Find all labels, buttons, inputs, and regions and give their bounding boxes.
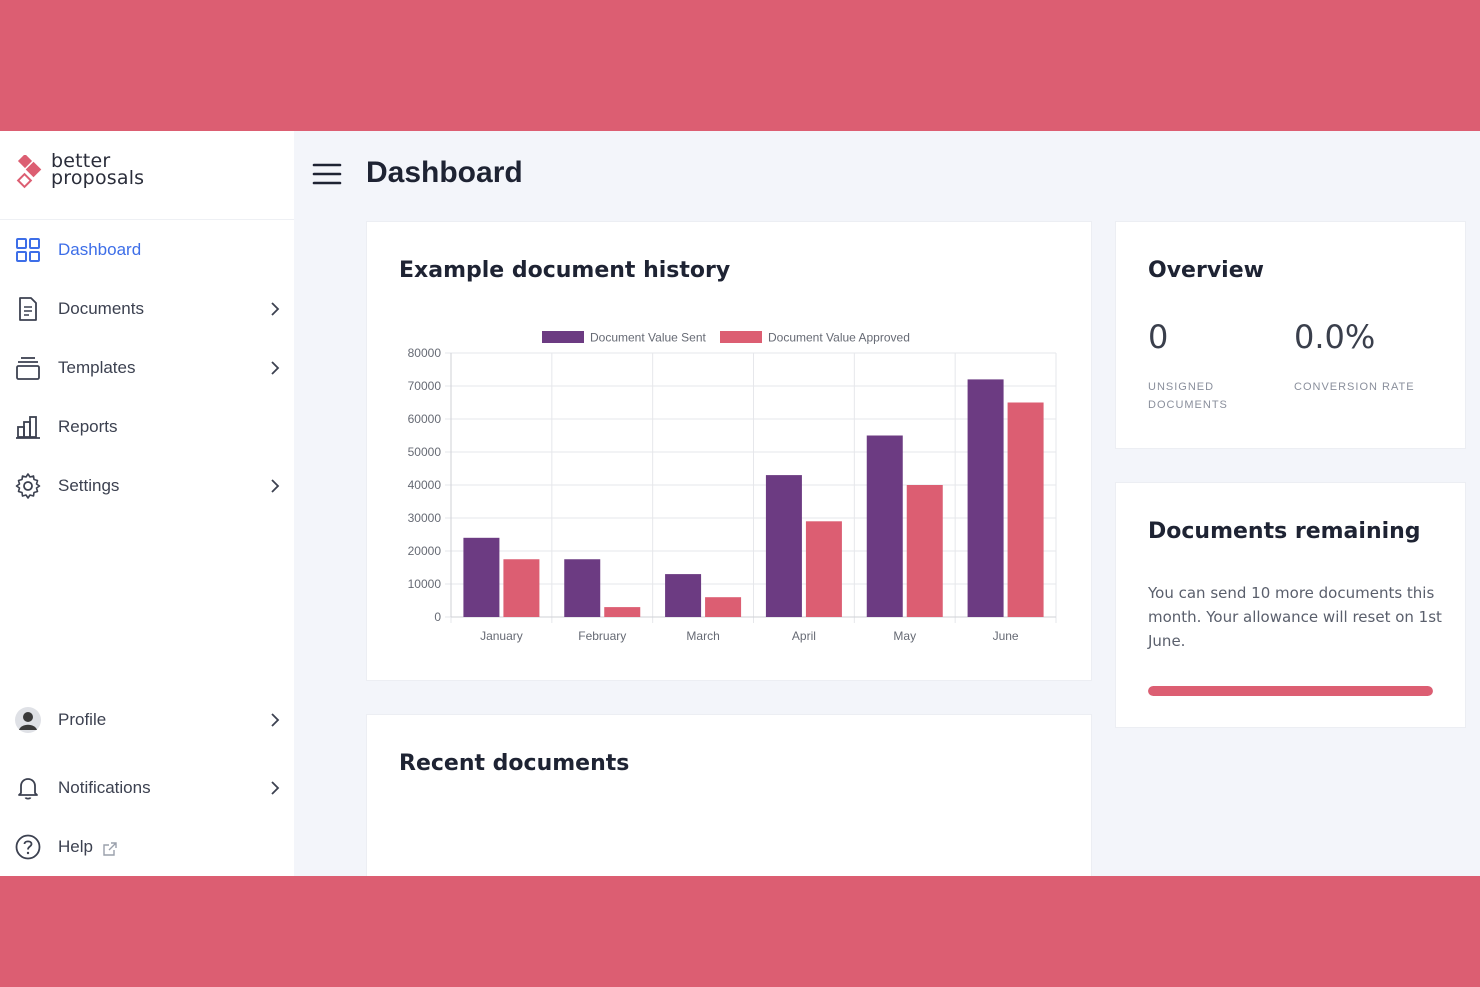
remaining-description: You can send 10 more documents this mont…: [1148, 584, 1442, 650]
sidebar-item-label: Notifications: [58, 778, 151, 797]
legend-swatch: [542, 331, 584, 343]
sidebar-divider: [0, 219, 294, 220]
documents-remaining-card: Documents remaining You can send 10 more…: [1115, 482, 1466, 728]
app-window: better proposals Dashboard Documents: [0, 131, 1480, 876]
conversion-rate-label: CONVERSION RATE: [1294, 378, 1415, 396]
legend-swatch: [720, 331, 762, 343]
chart-bar: [665, 574, 702, 617]
y-tick-label: 20000: [408, 544, 442, 558]
grid-icon: [16, 238, 40, 262]
chevron-right-icon: [271, 361, 280, 375]
logo-mark-icon: [16, 155, 42, 189]
stat-label-line: UNSIGNED: [1148, 381, 1215, 393]
chart-bar: [604, 607, 641, 617]
legend-label: Document Value Approved: [768, 331, 910, 345]
x-tick-label: May: [893, 629, 916, 643]
bell-icon: [18, 778, 38, 800]
conversion-rate-value: 0.0%: [1294, 318, 1376, 356]
legend-label: Document Value Sent: [590, 331, 707, 345]
gear-icon: [15, 473, 41, 499]
page-title: Dashboard: [366, 156, 523, 189]
card-title: Recent documents: [399, 751, 630, 776]
logo[interactable]: better proposals: [16, 150, 276, 201]
y-tick-label: 40000: [408, 478, 442, 492]
sidebar-item-profile[interactable]: Profile: [0, 698, 294, 742]
sidebar-item-dashboard[interactable]: Dashboard: [0, 228, 294, 272]
sidebar-item-documents[interactable]: Documents: [0, 287, 294, 331]
chevron-right-icon: [271, 302, 280, 316]
y-tick-label: 30000: [408, 511, 442, 525]
x-tick-label: March: [686, 629, 719, 643]
sidebar-item-label: Templates: [58, 358, 136, 377]
overview-card: Overview 0 UNSIGNED DOCUMENTS 0.0% CONVE…: [1115, 221, 1466, 449]
x-tick-label: June: [993, 629, 1019, 643]
y-tick-label: 50000: [408, 445, 442, 459]
history-chart: 0 10000 20000 30000 40000 50000 60000 70000 8000…: [408, 331, 1057, 643]
y-tick-label: 70000: [408, 379, 442, 393]
chart-bar: [564, 559, 601, 617]
logo-line-1: better: [51, 150, 111, 172]
chart-bar: [967, 379, 1004, 617]
chart-bar: [866, 435, 903, 617]
logo-line-2: proposals: [51, 167, 145, 189]
stat-label-line: DOCUMENTS: [1148, 399, 1228, 411]
y-tick-label: 10000: [408, 577, 442, 591]
history-card: Example document history 0 10000 20000 3000…: [366, 221, 1092, 681]
sidebar-item-label: Dashboard: [58, 240, 142, 259]
external-link-icon: [103, 842, 117, 856]
logo-text: better proposals: [51, 150, 145, 189]
sidebar-item-settings[interactable]: Settings: [0, 464, 294, 508]
chart-bar: [805, 521, 842, 617]
sidebar: better proposals Dashboard Documents: [0, 131, 294, 876]
card-title: Overview: [1148, 258, 1264, 283]
chart-bar: [705, 597, 742, 617]
chart-bar: [1007, 402, 1044, 617]
chart-bar: [906, 485, 943, 617]
card-title: Documents remaining: [1148, 519, 1421, 544]
templates-icon: [16, 357, 40, 380]
help-icon: [15, 834, 41, 860]
x-tick-label: April: [792, 629, 816, 643]
x-tick-label: February: [578, 629, 626, 643]
document-icon: [19, 297, 37, 321]
y-tick-label: 80000: [408, 346, 442, 360]
bar-chart-icon: [16, 416, 40, 439]
avatar-icon: [15, 707, 41, 733]
card-title: Example document history: [399, 258, 731, 283]
chevron-right-icon: [271, 781, 280, 795]
chart-bar: [765, 475, 802, 617]
chart-bar: [503, 559, 540, 617]
unsigned-documents-value: 0: [1148, 318, 1169, 356]
sidebar-item-reports[interactable]: Reports: [0, 405, 294, 449]
chart-bar: [463, 537, 500, 617]
sidebar-item-label: Documents: [58, 299, 144, 318]
sidebar-item-label: Profile: [58, 710, 107, 729]
sidebar-item-help[interactable]: Help: [0, 825, 294, 869]
chevron-right-icon: [271, 479, 280, 493]
x-tick-label: January: [480, 629, 523, 643]
allowance-progress-fill: [1148, 686, 1433, 696]
sidebar-item-label: Settings: [58, 476, 120, 495]
allowance-progress-bar: [1148, 686, 1433, 696]
sidebar-item-notifications[interactable]: Notifications: [0, 766, 294, 810]
unsigned-documents-label: UNSIGNED DOCUMENTS: [1148, 378, 1228, 414]
stat-label-line: CONVERSION RATE: [1294, 381, 1415, 393]
sidebar-item-label: Reports: [58, 417, 118, 436]
sidebar-item-templates[interactable]: Templates: [0, 346, 294, 390]
y-tick-label: 60000: [408, 412, 442, 426]
sidebar-item-label: Help: [58, 837, 93, 856]
y-tick-label: 0: [434, 610, 441, 624]
chevron-right-icon: [271, 713, 280, 727]
recent-documents-card: Recent documents: [366, 714, 1092, 876]
hamburger-icon[interactable]: [312, 161, 342, 187]
